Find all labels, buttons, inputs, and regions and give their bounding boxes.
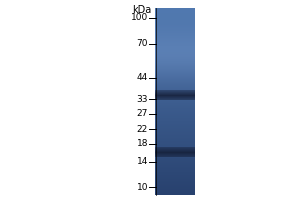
Text: 10: 10 bbox=[136, 182, 148, 192]
Text: 100: 100 bbox=[131, 14, 148, 22]
Text: 44: 44 bbox=[137, 73, 148, 82]
Text: 33: 33 bbox=[136, 95, 148, 104]
Text: kDa: kDa bbox=[132, 5, 151, 15]
Text: 27: 27 bbox=[136, 110, 148, 118]
Text: 22: 22 bbox=[137, 124, 148, 134]
Text: 14: 14 bbox=[136, 158, 148, 166]
Text: 18: 18 bbox=[136, 140, 148, 148]
Text: 70: 70 bbox=[136, 40, 148, 48]
